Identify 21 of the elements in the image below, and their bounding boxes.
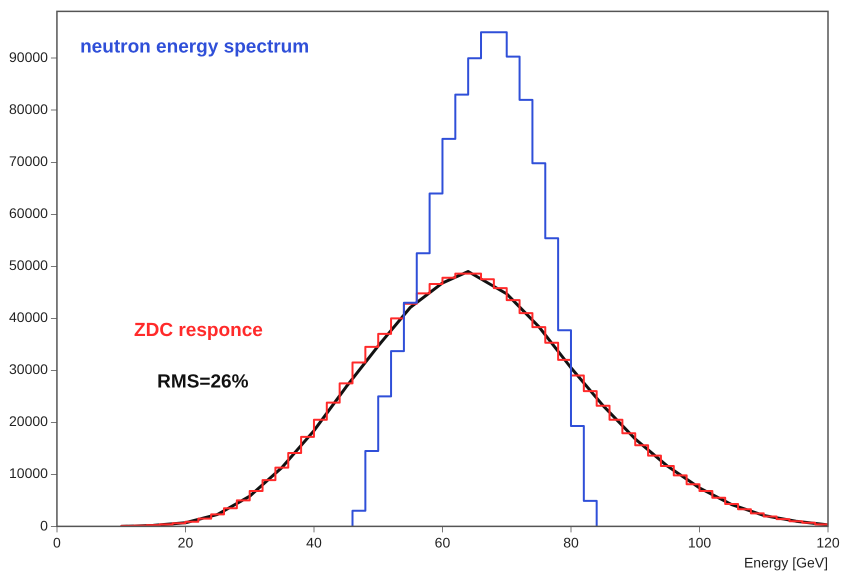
y-tick-label: 50000 [8, 257, 48, 274]
y-tick-label: 80000 [8, 101, 48, 118]
x-tick-label: 100 [688, 534, 712, 551]
y-tick-label: 70000 [8, 153, 48, 170]
x-tick-label: 40 [306, 534, 322, 551]
y-tick-label: 0 [40, 517, 48, 534]
x-tick-label: 20 [178, 534, 194, 551]
annotation: RMS=26% [157, 371, 249, 392]
text: neutron energy spectrum [80, 36, 310, 58]
y-tick-label: 10000 [8, 465, 48, 482]
y-tick-label: 30000 [8, 361, 48, 378]
text: ZDC responce [134, 320, 263, 341]
x-tick-label: 80 [563, 534, 579, 551]
x-axis-title: Energy [GeV] [744, 554, 828, 570]
y-tick-label: 90000 [8, 49, 48, 66]
y-tick-label: 40000 [8, 309, 48, 326]
x-tick-label: 60 [434, 534, 450, 551]
x-tick-label: 120 [816, 534, 840, 551]
y-tick-label: 20000 [8, 413, 48, 430]
x-tick-label: 0 [53, 534, 62, 551]
y-tick-label: 60000 [8, 205, 48, 222]
